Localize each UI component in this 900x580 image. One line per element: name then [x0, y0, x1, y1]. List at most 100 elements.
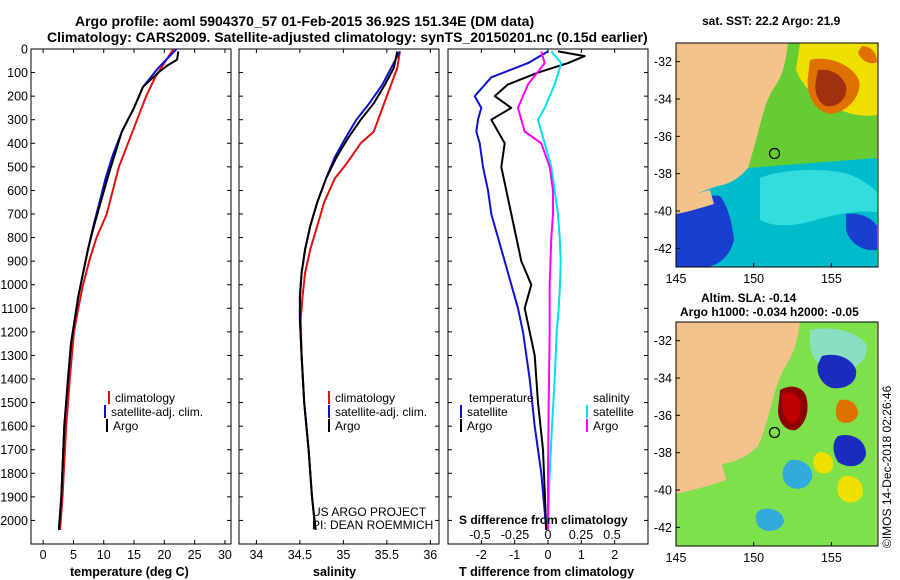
- series-line: [57, 48, 178, 530]
- lon-tick-label: 155: [821, 551, 842, 565]
- depth-tick-label: 900: [7, 255, 28, 269]
- credit-project: US ARGO PROJECT: [312, 505, 427, 519]
- sst-float-marker: [768, 147, 781, 160]
- x-tick-label: 36: [423, 548, 437, 562]
- series-line: [517, 51, 554, 530]
- lon-tick-label: 145: [666, 272, 687, 286]
- salinity-axis-ticks: 34 34.5 35 35.5 36: [239, 48, 439, 562]
- x-tick-label: 35: [336, 548, 350, 562]
- depth-tick-label: 2000: [0, 514, 28, 528]
- sla-high-core: [782, 392, 801, 424]
- lon-tick-label: 145: [666, 551, 687, 565]
- depth-tick-label: 1100: [1, 302, 28, 316]
- legend-label-satellite: satellite-adj. clim.: [111, 405, 203, 419]
- s-diff-tick-label: -0.5: [469, 528, 491, 542]
- sla-map-ticks: -32 -34 -36 -38 -40 -42 145 150 155: [654, 334, 842, 565]
- depth-tick-label: 1800: [0, 467, 28, 481]
- temperature-series: [57, 48, 180, 530]
- sla-land-bay: [676, 464, 726, 494]
- figure-title-line2: Climatology: CARS2009. Satellite-adjuste…: [47, 29, 648, 45]
- difference-axis-ticks: -2 -1 0 1 2 -0.5 -0.25 0 0.25 0.5: [448, 48, 648, 562]
- salinity-legend: climatology satellite-adj. clim. Argo: [328, 391, 427, 433]
- sla-low-eddy: [817, 354, 857, 389]
- x-tick-label: 30: [218, 548, 232, 562]
- legend-label-climatology: climatology: [115, 391, 175, 405]
- lon-tick-label: 150: [743, 272, 764, 286]
- x-tick-label: 10: [97, 548, 111, 562]
- sst-warm-patch: [858, 46, 877, 64]
- sla-yellow-blob-2: [837, 475, 863, 503]
- lon-tick-label: 155: [821, 272, 842, 286]
- sst-land-bay: [676, 190, 714, 214]
- legend-label-climatology: climatology: [335, 391, 395, 405]
- lat-tick-label: -40: [654, 484, 672, 498]
- legend-label-t-satellite: satellite: [467, 405, 508, 419]
- x-tick-label: 35.5: [375, 548, 399, 562]
- temperature-x-axis-label: temperature (deg C): [70, 565, 189, 579]
- sst-map: [676, 43, 878, 267]
- depth-tick-label: 400: [7, 137, 28, 151]
- depth-tick-label: 1600: [0, 420, 28, 434]
- series-line: [57, 51, 180, 530]
- lat-tick-label: -34: [654, 93, 672, 107]
- lat-tick-label: -32: [654, 334, 672, 348]
- depth-tick-label: 300: [7, 113, 28, 127]
- lat-tick-label: -38: [654, 167, 672, 181]
- sla-low-blob: [833, 434, 866, 467]
- sst-cool-tongue: [760, 170, 877, 226]
- lat-tick-label: -42: [654, 242, 672, 256]
- credit-pi: PI: DEAN ROEMMICH: [312, 518, 433, 532]
- x-tick-label: 20: [157, 548, 171, 562]
- salinity-x-axis-label: salinity: [313, 565, 356, 579]
- difference-x-axis-label: T difference from climatology: [459, 565, 634, 579]
- legend-label-satellite: satellite-adj. clim.: [335, 405, 427, 419]
- sst-map-ticks: -32 -34 -36 -38 -40 -42 145 150 155: [654, 55, 842, 286]
- sla-float-marker: [768, 426, 781, 439]
- temperature-axis-ticks: 0100200300400500600700800900100011001200…: [0, 43, 232, 563]
- x-tick-label: 0: [40, 548, 47, 562]
- depth-tick-label: 500: [7, 160, 28, 174]
- depth-tick-label: 1400: [0, 373, 28, 387]
- series-line: [490, 50, 586, 530]
- depth-tick-label: 600: [7, 184, 28, 198]
- depth-tick-label: 700: [7, 208, 28, 222]
- sst-eddy-core: [815, 69, 847, 107]
- x-tick-label: 5: [70, 548, 77, 562]
- lat-tick-label: -36: [654, 130, 672, 144]
- series-line: [299, 51, 401, 531]
- depth-tick-label: 1200: [0, 325, 28, 339]
- salinity-series: [298, 50, 401, 531]
- depth-tick-label: 1700: [0, 443, 28, 457]
- sla-map-frame: [675, 321, 879, 547]
- depth-tick-label: 1300: [0, 349, 28, 363]
- sla-map: [676, 322, 878, 546]
- legend-label-s-argo: Argo: [593, 419, 619, 433]
- x-tick-label: 1: [578, 548, 585, 562]
- footer-credit: ©IMOS 14-Dec-2018 02:26:46: [880, 385, 894, 548]
- x-tick-label: 2: [611, 548, 618, 562]
- depth-tick-label: 200: [7, 90, 28, 104]
- depth-tick-label: 0: [21, 43, 28, 57]
- lat-tick-label: -32: [654, 55, 672, 69]
- difference-legend: temperature salinity satellite Argo sate…: [460, 391, 634, 433]
- x-tick-label: 34.5: [288, 548, 312, 562]
- lat-tick-label: -42: [654, 521, 672, 535]
- sla-cyan-blob: [782, 459, 813, 489]
- figure-title-line1: Argo profile: aoml 5904370_57 01-Feb-201…: [75, 13, 534, 29]
- s-diff-tick-label: 0.25: [569, 528, 593, 542]
- depth-tick-label: 1500: [0, 396, 28, 410]
- legend-label-t-argo: Argo: [467, 419, 493, 433]
- legend-title-salinity: salinity: [593, 391, 630, 405]
- legend-label-argo: Argo: [335, 419, 361, 433]
- depth-tick-label: 1000: [0, 278, 28, 292]
- lon-tick-label: 150: [743, 551, 764, 565]
- sla-yellow-blob: [813, 452, 834, 474]
- x-tick-label: 34: [249, 548, 263, 562]
- difference-series: [473, 50, 586, 530]
- s-difference-label: S difference from climatology: [459, 513, 628, 527]
- sla-warm-blob: [835, 399, 858, 423]
- sst-cold-water: [676, 195, 734, 267]
- legend-label-argo: Argo: [113, 419, 139, 433]
- sst-map-title: sat. SST: 22.2 Argo: 21.9: [702, 14, 841, 28]
- lat-tick-label: -38: [654, 446, 672, 460]
